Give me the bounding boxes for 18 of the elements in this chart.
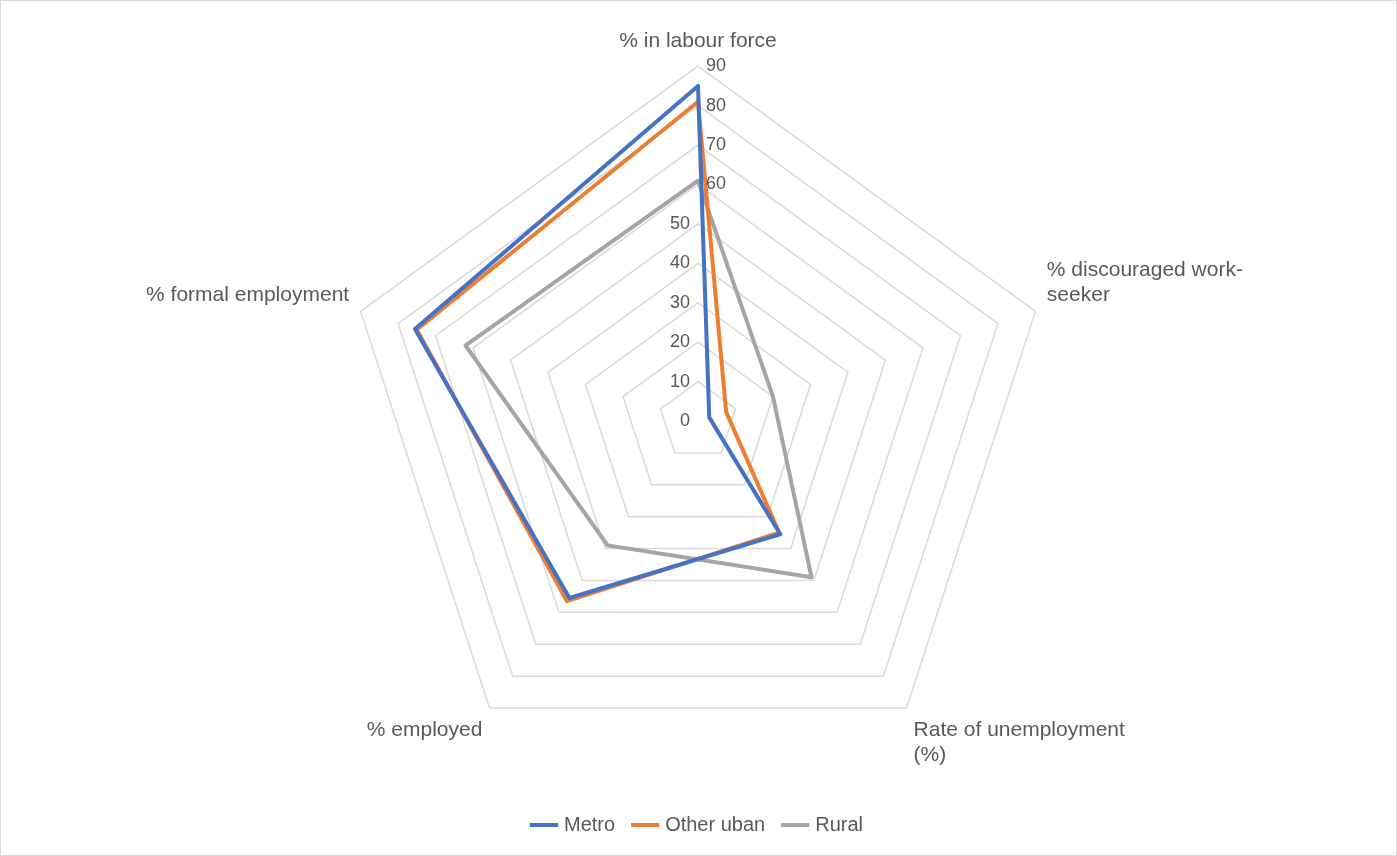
y-tick-label: 90 bbox=[706, 55, 727, 76]
y-tick-label: 20 bbox=[669, 331, 690, 352]
legend-label: Rural bbox=[815, 812, 863, 835]
y-tick-label: 0 bbox=[679, 409, 690, 430]
spoke-label: % in labour force bbox=[619, 28, 777, 52]
y-tick-label: 30 bbox=[669, 291, 690, 312]
y-tick-label: 40 bbox=[669, 252, 690, 273]
legend-label: Other uban bbox=[665, 812, 766, 835]
y-tick-label: 10 bbox=[669, 370, 690, 391]
y-tick-label: 80 bbox=[706, 94, 727, 115]
y-tick-label: 60 bbox=[706, 173, 727, 194]
y-tick-label: 50 bbox=[669, 212, 690, 233]
spoke-label: Rate of unemployment (%) bbox=[913, 717, 1126, 766]
spoke-label: % employed bbox=[366, 717, 483, 741]
legend-label: Metro bbox=[564, 812, 616, 835]
spoke-label: % formal employment bbox=[146, 281, 350, 305]
spoke-label: % discouraged work-seeker bbox=[1046, 256, 1243, 305]
y-tick-label: 70 bbox=[706, 134, 727, 155]
